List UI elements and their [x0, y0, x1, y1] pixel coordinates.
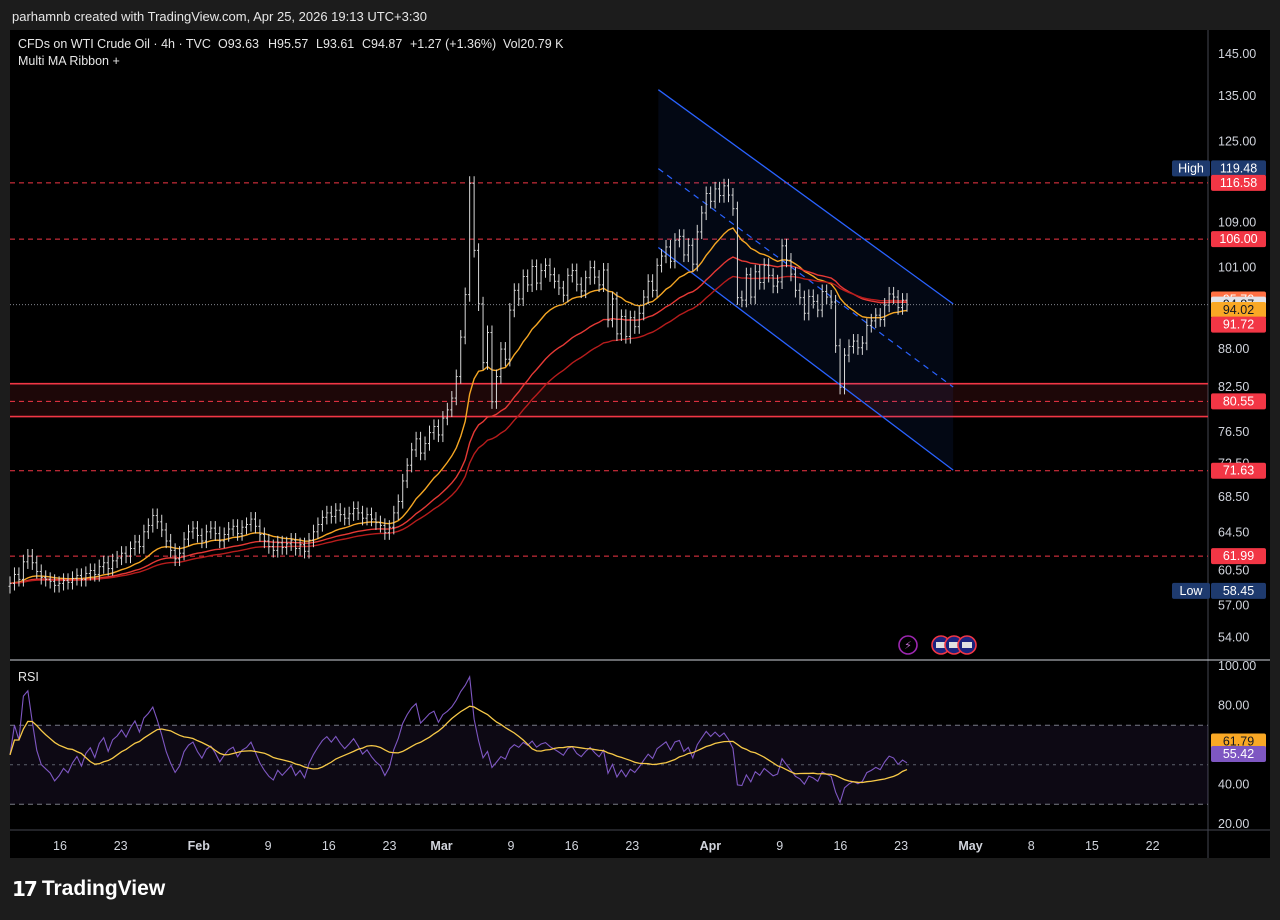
rsi-title: RSI [18, 670, 39, 684]
price-tick-label: 54.00 [1218, 631, 1249, 645]
price-tag-value: 106.00 [1219, 232, 1257, 246]
time-tick-label: Apr [700, 839, 722, 853]
rsi-tag-value: 61.79 [1223, 734, 1254, 748]
price-tick-label: 60.50 [1218, 564, 1249, 578]
price-tag-80.55 [1211, 393, 1266, 410]
credit-text: parhamnb created with TradingView.com, A… [12, 9, 427, 24]
rsi-tick-label: 80.00 [1218, 698, 1249, 712]
legend-close: C94.87 [362, 37, 402, 51]
rsi-tick-label: 100.00 [1218, 659, 1256, 673]
price-tag-71.63 [1211, 462, 1266, 479]
time-tick-label: 8 [1028, 839, 1035, 853]
time-tick-label: Feb [188, 839, 211, 853]
price-tick-label: 88.00 [1218, 342, 1249, 356]
price-tag-91.72 [1211, 316, 1266, 333]
legend-open: O93.63 [218, 37, 259, 51]
price-tag-58.45 [1211, 582, 1266, 599]
price-tick-label: 68.50 [1218, 490, 1249, 504]
time-tick-label: 9 [776, 839, 783, 853]
rsi-tick-label: 20.00 [1218, 817, 1249, 831]
channel-fill [658, 89, 954, 471]
lightning-event-icon [898, 635, 918, 655]
time-tick-label: 9 [507, 839, 514, 853]
tradingview-wordmark: TradingView [41, 877, 166, 900]
time-tick-label: Mar [430, 839, 452, 853]
price-tick-label: 125.00 [1218, 135, 1256, 149]
price-tag-label-box [1172, 160, 1210, 177]
legend-high: H95.57 [268, 37, 308, 51]
us-flag-stripes-0 [936, 642, 946, 648]
us-flag-stripes-2 [962, 642, 972, 648]
price-tag-value: 116.58 [1220, 176, 1257, 190]
rsi-tag-55.42 [1211, 746, 1266, 763]
chart-background [10, 30, 1270, 858]
price-tag-value: 61.99 [1223, 549, 1254, 563]
price-tag-116.58 [1211, 174, 1266, 191]
price-tag-119.48 [1211, 160, 1266, 177]
price-tag-value: 91.72 [1223, 318, 1254, 332]
price-tick-label: 135.00 [1218, 89, 1256, 103]
ma-ribbon-fast [9, 227, 908, 585]
channel-lower-line [657, 247, 954, 471]
price-tag-label: High [1178, 161, 1204, 175]
price-tick-label: 76.50 [1218, 425, 1249, 439]
price-tag-label: Low [1180, 584, 1204, 598]
rsi-ma-line [9, 705, 908, 784]
tradingview-logo-icon: 17 [12, 877, 38, 901]
time-tick-label: 16 [833, 839, 847, 853]
price-tag-value: 71.63 [1223, 464, 1254, 478]
us-flag-stripes-1 [949, 642, 959, 648]
rsi-tick-label: 40.00 [1218, 778, 1249, 792]
time-tick-label: 9 [265, 839, 272, 853]
time-tick-label: 16 [53, 839, 67, 853]
rsi-tag-61.79 [1211, 733, 1266, 750]
candles-group [8, 176, 909, 594]
price-tag-value: 80.55 [1223, 394, 1254, 408]
time-tick-label: 23 [114, 839, 128, 853]
lightning-glyph: ⚡ [904, 639, 912, 652]
time-tick-label: 23 [383, 839, 397, 853]
price-tick-label: 101.00 [1218, 261, 1256, 275]
price-chart[interactable]: ⚡ 145.00 135.00 125.00 109.00 101.00 88.00 82.5… [0, 0, 1280, 860]
top-credit-bar: parhamnb created with TradingView.com, A… [0, 0, 1280, 30]
price-tag-94.02 [1211, 301, 1266, 318]
price-tick-label: 145.00 [1218, 47, 1256, 61]
rsi-tag-value: 55.42 [1223, 747, 1254, 761]
legend-change: +1.27 (+1.36%) [410, 37, 496, 51]
price-tag-value: 58.45 [1223, 584, 1254, 598]
ma-ribbon-slow [9, 275, 908, 585]
channel-upper-line [657, 89, 954, 305]
price-tag-value: 119.48 [1220, 161, 1257, 175]
legend-symbol: CFDs on WTI Crude Oil · 4h · TVC [18, 37, 211, 51]
price-tick-label: 57.00 [1218, 599, 1249, 613]
price-tag-value: 94.02 [1223, 303, 1254, 317]
rsi-line [9, 675, 908, 805]
tradingview-logo[interactable]: 17 TradingView [12, 876, 165, 902]
time-tick-label: 16 [322, 839, 336, 853]
price-tag-61.99 [1211, 548, 1266, 565]
price-tag-106.00 [1211, 231, 1266, 248]
rsi-band-fill [10, 725, 1208, 805]
price-tick-label: 64.50 [1218, 526, 1249, 540]
legend-volume: Vol20.79 K [503, 37, 564, 51]
legend-indicator: Multi MA Ribbon + [18, 54, 120, 68]
price-tick-label: 82.50 [1218, 380, 1249, 394]
time-tick-label: 15 [1085, 839, 1099, 853]
legend-low: L93.61 [316, 37, 354, 51]
time-tick-label: 16 [565, 839, 579, 853]
price-tag-label-box [1172, 582, 1210, 599]
time-tick-label: May [958, 839, 982, 853]
support-zone [10, 383, 1208, 417]
price-tick-label: 109.00 [1218, 216, 1256, 230]
time-tick-label: 23 [894, 839, 908, 853]
time-tick-label: 23 [625, 839, 639, 853]
time-tick-label: 22 [1146, 839, 1160, 853]
ma-ribbon-mid [9, 256, 908, 585]
